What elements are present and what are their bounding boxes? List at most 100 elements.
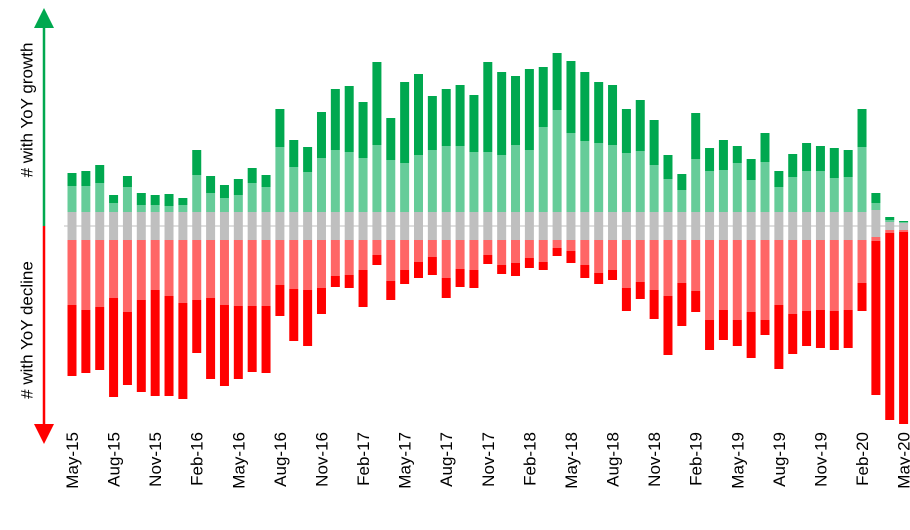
bar-segment <box>802 240 812 311</box>
bar-segment <box>580 226 590 240</box>
bar-segment <box>760 240 770 320</box>
bar-segment <box>621 226 631 240</box>
bar-segment <box>815 146 825 171</box>
bar-segment <box>663 155 673 179</box>
bar-segment <box>316 158 326 212</box>
x-tick-label: Nov-18 <box>645 432 664 487</box>
bar-segment <box>524 150 534 212</box>
bar-segment <box>663 212 673 226</box>
bar-segment <box>414 155 423 212</box>
bar-segment <box>247 306 257 372</box>
bar-segment <box>857 226 867 240</box>
bar-segment <box>219 212 229 226</box>
bar-segment <box>344 240 354 275</box>
bar-segment <box>871 237 881 241</box>
bar-segment <box>802 143 812 171</box>
bar-segment <box>344 86 354 152</box>
bar-segment <box>621 153 631 212</box>
bar-segment <box>427 212 437 226</box>
bar-segment <box>760 162 770 212</box>
bar-segment <box>233 179 243 195</box>
bar-segment <box>136 226 146 240</box>
bar-segment <box>358 212 368 226</box>
bar-segment <box>275 212 285 226</box>
bar-segment <box>788 154 798 177</box>
bar-segment <box>677 190 687 212</box>
bar-segment <box>899 223 909 226</box>
bar-segment <box>649 226 659 240</box>
bar-segment <box>192 150 202 175</box>
bar-segment <box>511 226 521 240</box>
x-tick-label: Nov-15 <box>146 432 165 487</box>
bar-segment <box>206 193 216 212</box>
bar-segment <box>691 226 701 240</box>
bar-segment <box>400 163 410 212</box>
x-tick-label: Aug-19 <box>770 432 789 487</box>
bar-segment <box>857 212 867 226</box>
x-tick-label: Nov-17 <box>479 432 498 487</box>
bar-segment <box>164 296 174 396</box>
bar-segment <box>275 240 285 285</box>
bar-segment <box>760 226 770 240</box>
bar-segment <box>524 226 534 240</box>
bar-segment <box>885 233 895 420</box>
bar-segment <box>829 311 839 350</box>
bar-segment <box>511 76 521 145</box>
bar-segment <box>233 240 243 306</box>
bar-segment <box>67 240 77 305</box>
bar-segment <box>247 240 257 306</box>
bar-segment <box>330 89 340 150</box>
bar-segment <box>566 61 576 133</box>
bar-segment <box>718 170 728 212</box>
bar-segment <box>705 226 715 240</box>
bar-segment <box>815 240 825 310</box>
bar-segment <box>372 226 382 240</box>
bar-segment <box>774 226 784 240</box>
bar-segment <box>871 210 881 226</box>
bar-segment <box>663 226 673 240</box>
bar-segment <box>109 195 119 203</box>
bar-segment <box>164 194 174 206</box>
x-tick-label: May-18 <box>562 432 581 489</box>
bar-segment <box>219 185 229 198</box>
bar-segment <box>122 176 132 187</box>
bar-segment <box>524 212 534 226</box>
bar-segment <box>192 240 202 300</box>
bar-segment <box>330 226 340 240</box>
bar-segment <box>718 226 728 240</box>
bar-segment <box>511 212 521 226</box>
bar-segment <box>95 226 105 240</box>
bar-segment <box>427 150 437 212</box>
bar-segment <box>81 171 91 186</box>
bar-segment <box>386 160 396 212</box>
bar-segment <box>635 151 645 212</box>
bar-segment <box>178 212 188 226</box>
bar-segment <box>649 290 659 319</box>
bar-segment <box>150 290 160 396</box>
bar-segment <box>400 226 410 240</box>
axis-label-decline: # with YoY decline <box>17 261 36 399</box>
x-tick-label: May-19 <box>728 432 747 489</box>
bar-segment <box>289 140 299 167</box>
bar-segment <box>455 212 465 226</box>
bar-segment <box>899 221 909 222</box>
bar-segment <box>857 109 867 147</box>
bar-segment <box>885 217 895 220</box>
bar-segment <box>649 212 659 226</box>
bar-segment <box>178 226 188 240</box>
bar-segment <box>414 240 423 262</box>
bar-segment <box>705 171 715 212</box>
bar-segment <box>788 177 798 212</box>
bar-segment <box>109 240 119 298</box>
bar-segment <box>511 263 521 276</box>
bar-segment <box>372 62 382 145</box>
bar-segment <box>206 240 216 298</box>
bar-segment <box>677 283 687 326</box>
bar-segment <box>386 118 396 160</box>
bar-segment <box>469 240 479 270</box>
bar-segment <box>885 226 895 230</box>
bar-segment <box>344 152 354 212</box>
bar-segment <box>815 226 825 240</box>
bar-segment <box>511 240 521 263</box>
bar-segment <box>316 112 326 158</box>
